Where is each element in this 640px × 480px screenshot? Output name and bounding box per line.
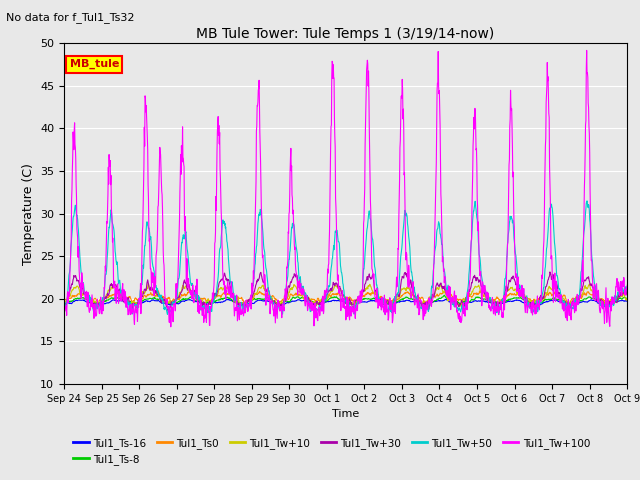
Text: No data for f_Tul1_Ts32: No data for f_Tul1_Ts32: [6, 12, 135, 23]
X-axis label: Time: Time: [332, 409, 359, 419]
Y-axis label: Temperature (C): Temperature (C): [22, 163, 35, 264]
Legend: Tul1_Ts-16, Tul1_Ts-8, Tul1_Ts0, Tul1_Tw+10, Tul1_Tw+30, Tul1_Tw+50, Tul1_Tw+100: Tul1_Ts-16, Tul1_Ts-8, Tul1_Ts0, Tul1_Tw…: [69, 433, 594, 469]
Text: MB_tule: MB_tule: [70, 59, 119, 69]
Title: MB Tule Tower: Tule Temps 1 (3/19/14-now): MB Tule Tower: Tule Temps 1 (3/19/14-now…: [196, 27, 495, 41]
